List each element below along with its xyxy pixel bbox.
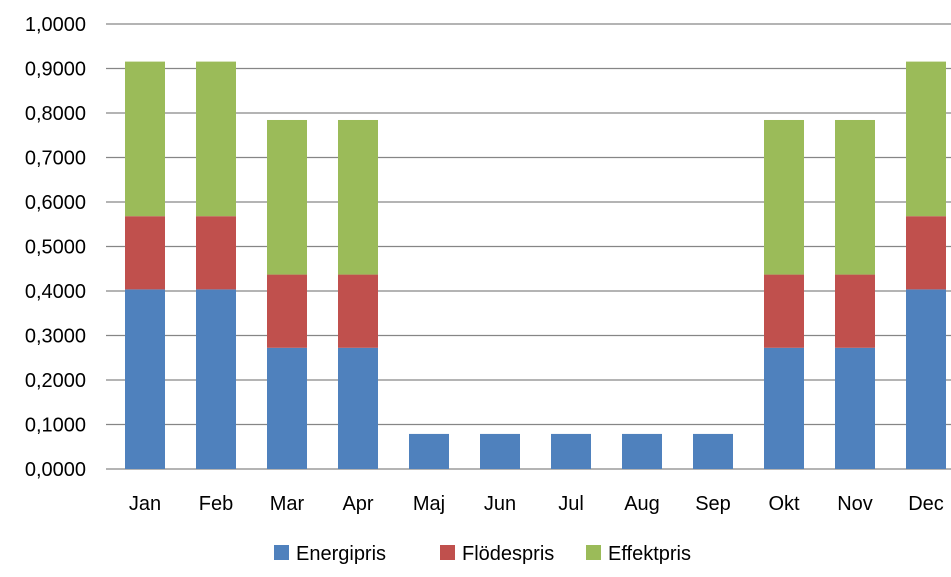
legend-item-fl-despris: Flödespris <box>440 543 554 565</box>
legend-label: Effektpris <box>608 543 691 565</box>
bars <box>125 61 946 469</box>
legend-label: Flödespris <box>462 543 554 565</box>
legend-swatch <box>274 545 289 560</box>
x-tick-label: Nov <box>837 493 873 515</box>
bar-segment-effektpris-feb <box>196 61 236 217</box>
gridlines <box>106 23 951 470</box>
bar-segment-energipris-okt <box>764 347 804 469</box>
legend: Energipris Flödespris Effektpris <box>274 543 691 565</box>
x-tick-label: Okt <box>768 493 800 515</box>
legend-item-effektpris: Effektpris <box>586 543 691 565</box>
x-tick-label: Sep <box>695 493 731 515</box>
bar-segment-effektpris-mar <box>267 119 307 275</box>
bar-segment-fl-despris-dec <box>906 216 946 290</box>
bar-segment-energipris-dec <box>906 289 946 469</box>
bar-segment-effektpris-dec <box>906 61 946 217</box>
y-tick-label: 0,9000 <box>25 59 86 81</box>
bar-segment-energipris-jul <box>551 433 591 469</box>
bar-segment-energipris-jun <box>480 433 520 469</box>
bar-segment-energipris-maj <box>409 433 449 469</box>
x-tick-label: Jun <box>484 493 516 515</box>
legend-swatch <box>440 545 455 560</box>
bar-segment-fl-despris-feb <box>196 216 236 290</box>
x-tick-label: Mar <box>270 493 305 515</box>
y-tick-label: 0,7000 <box>25 148 86 170</box>
y-tick-label: 0,6000 <box>25 192 86 214</box>
bar-segment-energipris-jan <box>125 289 165 469</box>
y-tick-label: 0,8000 <box>25 103 86 125</box>
y-tick-label: 0,5000 <box>25 237 86 259</box>
bar-segment-energipris-sep <box>693 433 733 469</box>
bar-segment-energipris-mar <box>267 347 307 469</box>
bar-segment-effektpris-apr <box>338 119 378 275</box>
bar-segment-energipris-aug <box>622 433 662 469</box>
bar-segment-energipris-feb <box>196 289 236 469</box>
legend-label: Energipris <box>296 543 386 565</box>
x-tick-label: Jan <box>129 493 161 515</box>
y-tick-label: 0,1000 <box>25 415 86 437</box>
x-tick-label: Maj <box>413 493 445 515</box>
y-tick-label: 0,0000 <box>25 459 86 481</box>
x-tick-label: Jul <box>558 493 584 515</box>
y-tick-label: 1,0000 <box>25 14 86 36</box>
bar-segment-effektpris-nov <box>835 119 875 275</box>
bar-segment-energipris-nov <box>835 347 875 469</box>
x-tick-label: Apr <box>342 493 373 515</box>
bar-segment-fl-despris-nov <box>835 274 875 348</box>
legend-item-energipris: Energipris <box>274 543 386 565</box>
bar-segment-energipris-apr <box>338 347 378 469</box>
y-axis-tick-labels: 0,0000 0,1000 0,2000 0,3000 0,4000 0,5000 0,60… <box>25 14 86 481</box>
bar-segment-effektpris-jan <box>125 61 165 217</box>
bar-segment-fl-despris-apr <box>338 274 378 348</box>
bar-segment-fl-despris-jan <box>125 216 165 290</box>
x-axis-tick-labels: Jan Feb Mar Apr Maj Jun Jul Aug Sep Okt Nov Dec <box>129 493 944 515</box>
y-tick-label: 0,4000 <box>25 281 86 303</box>
bar-segment-fl-despris-okt <box>764 274 804 348</box>
x-tick-label: Feb <box>199 493 233 515</box>
x-tick-label: Dec <box>908 493 944 515</box>
y-tick-label: 0,3000 <box>25 326 86 348</box>
y-tick-label: 0,2000 <box>25 370 86 392</box>
bar-segment-fl-despris-mar <box>267 274 307 348</box>
bar-segment-effektpris-okt <box>764 119 804 275</box>
legend-swatch <box>586 545 601 560</box>
x-tick-label: Aug <box>624 493 660 515</box>
